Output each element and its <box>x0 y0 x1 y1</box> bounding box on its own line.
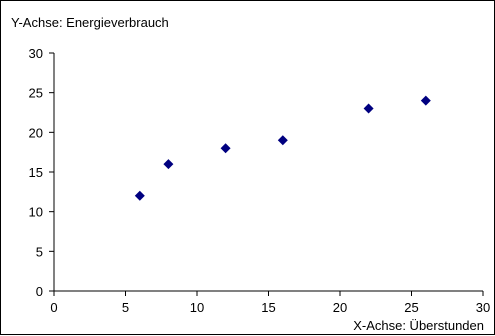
x-axis-label: X-Achse: Überstunden <box>353 318 484 333</box>
data-point <box>220 143 231 154</box>
y-axis-label: Y-Achse: Energieverbrauch <box>11 15 169 30</box>
x-tick-label: 15 <box>261 300 275 315</box>
y-tick-label: 5 <box>36 244 43 259</box>
data-point <box>363 103 374 114</box>
x-tick-label: 30 <box>476 300 490 315</box>
x-tick-label: 5 <box>122 300 129 315</box>
data-point <box>163 159 174 170</box>
data-point <box>134 190 145 201</box>
x-tick-label: 20 <box>333 300 347 315</box>
x-tick-label: 25 <box>404 300 418 315</box>
y-axis-ticks: 0 5 10 15 20 25 30 <box>29 46 54 299</box>
x-tick-label: 10 <box>190 300 204 315</box>
data-point <box>277 135 288 146</box>
x-tick-label: 0 <box>50 300 57 315</box>
data-point <box>420 95 431 106</box>
y-tick-label: 30 <box>29 46 43 61</box>
y-tick-label: 20 <box>29 125 43 140</box>
y-tick-label: 10 <box>29 205 43 220</box>
y-tick-label: 0 <box>36 284 43 299</box>
y-tick-label: 15 <box>29 165 43 180</box>
data-points <box>134 95 431 201</box>
x-axis-ticks: 0 5 10 15 20 25 30 <box>50 291 490 315</box>
y-tick-label: 25 <box>29 86 43 101</box>
